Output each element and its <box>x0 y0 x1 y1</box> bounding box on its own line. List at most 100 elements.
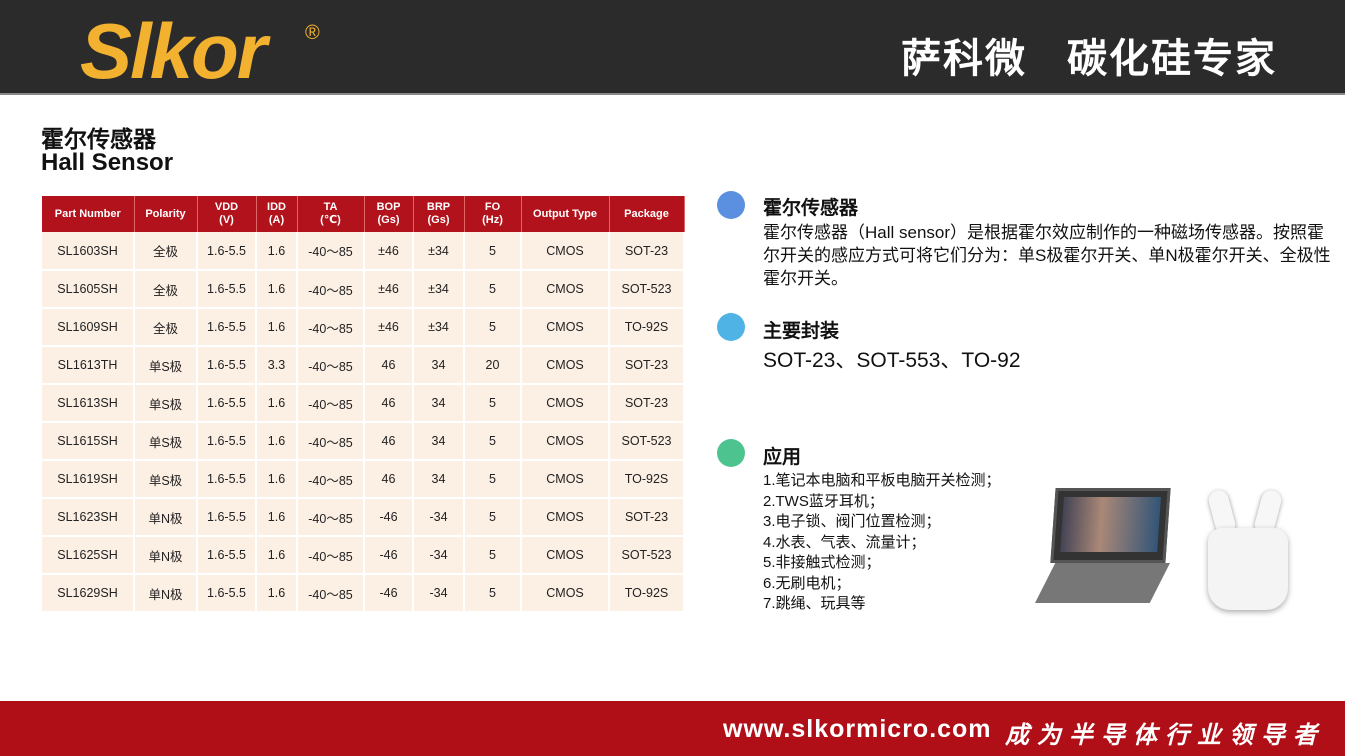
brand-name: 萨科微 <box>901 36 1027 82</box>
table-cell: 5 <box>464 498 522 537</box>
table-cell: -46 <box>364 536 414 575</box>
table-cell: SL1625SH <box>42 536 135 575</box>
slkor-logo: Slkor <box>80 7 267 95</box>
application-item: 4.水表、气表、流量计； <box>763 533 926 551</box>
application-item: 6.无刷电机； <box>763 574 851 592</box>
table-cell: -46 <box>364 574 414 613</box>
table-cell: -40～85 <box>297 384 365 423</box>
table-cell: 34 <box>413 346 465 385</box>
header-label: Output Type <box>533 207 597 220</box>
table-cell: CMOS <box>521 346 610 385</box>
header-label: VDD <box>214 201 239 213</box>
header-unit: (Hz) <box>482 214 503 226</box>
table-cell: ±46 <box>364 308 414 347</box>
table-cell: 34 <box>413 384 465 423</box>
table-cell: ±34 <box>413 270 465 309</box>
table-cell: 单N极 <box>134 498 198 537</box>
table-cell: 1.6-5.5 <box>197 498 257 537</box>
table-cell: 1.6 <box>256 308 298 347</box>
header-label: FO <box>484 201 501 213</box>
table-cell: SL1629SH <box>42 574 135 613</box>
section-bullet-icon <box>717 191 745 219</box>
table-cell: SL1613TH <box>42 346 135 385</box>
table-cell: SOT-23 <box>609 498 685 537</box>
table-cell: 1.6-5.5 <box>197 232 257 271</box>
table-cell: -40～85 <box>297 536 365 575</box>
table-row: SL1613TH 单S极 1.6-5.5 3.3 -40～85 46 34 20 CMOS SOT… <box>42 346 685 385</box>
table-cell: 5 <box>464 536 522 575</box>
table-cell: -34 <box>413 536 465 575</box>
header-unit: (V) <box>219 214 234 226</box>
table-cell: 5 <box>464 308 522 347</box>
table-cell: 1.6 <box>256 498 298 537</box>
table-row: SL1615SH 单S极 1.6-5.5 1.6 -40～85 46 34 5 CMOS SOT-… <box>42 422 685 461</box>
application-item: 3.电子锁、阀门位置检测； <box>763 513 941 530</box>
table-cell: TO-92S <box>609 308 685 347</box>
table-row: SL1629SH 单N极 1.6-5.5 1.6 -40～85 -46 -34 5 CMOS TO… <box>42 574 685 613</box>
table-cell: 34 <box>413 422 465 461</box>
table-cell: 1.6 <box>256 232 298 271</box>
package-list: SOT-23、SOT-553、TO-92 <box>763 349 1021 372</box>
table-cell: 1.6 <box>256 270 298 309</box>
hall-description: 霍尔传感器（Hall sensor）是根据霍尔效应制作的一种磁场传感器。按照霍尔… <box>763 223 1331 288</box>
table-cell: 5 <box>464 574 522 613</box>
table-cell: SL1603SH <box>42 232 135 271</box>
header-unit: (A) <box>268 214 285 226</box>
table-cell: 5 <box>464 460 522 499</box>
column-header: Polarity <box>134 196 198 232</box>
table-header: Part Number Polarity VDD (V) IDD (A) TA (℃) BOP(… <box>42 196 685 232</box>
section-title-hall: 霍尔传感器 <box>763 198 859 219</box>
table-cell: 1.6-5.5 <box>197 422 257 461</box>
table-cell: -40～85 <box>297 498 365 537</box>
column-header: Part Number <box>42 196 135 232</box>
table-cell: 1.6-5.5 <box>197 346 257 385</box>
table-cell: SL1619SH <box>42 460 135 499</box>
column-header: FO (Hz) <box>464 196 522 232</box>
table-cell: 单S极 <box>134 422 198 461</box>
footer-bar: www.slkormicro.com 成为半导体行业领导者 <box>0 701 1345 756</box>
table-cell: 全极 <box>134 270 198 309</box>
header-unit: (Gs) <box>377 214 400 226</box>
table-cell: CMOS <box>521 498 610 537</box>
table-cell: -40～85 <box>297 574 365 613</box>
table-cell: 46 <box>364 460 414 499</box>
table-cell: -40～85 <box>297 346 365 385</box>
column-header: BOP (Gs) <box>364 196 414 232</box>
column-header: BRP (Gs) <box>413 196 465 232</box>
table-cell: TO-92S <box>609 460 685 499</box>
application-item: 7.跳绳、玩具等 <box>763 595 866 612</box>
table-cell: 1.6 <box>256 460 298 499</box>
table-row: SL1605SH 全极 1.6-5.5 1.6 -40～85 ±46 ±34 5 CMOS SOT… <box>42 270 685 309</box>
table-cell: ±34 <box>413 232 465 271</box>
header-label: Package <box>624 207 669 220</box>
table-row: SL1613SH 单S极 1.6-5.5 1.6 -40～85 46 34 5 CMOS SOT-… <box>42 384 685 423</box>
header-label: BRP <box>426 201 451 213</box>
table-cell: 1.6 <box>256 384 298 423</box>
earbud-case-image <box>1208 528 1288 610</box>
table-cell: 单S极 <box>134 384 198 423</box>
table-cell: 全极 <box>134 308 198 347</box>
table-cell: SOT-523 <box>609 422 685 461</box>
table-cell: CMOS <box>521 422 610 461</box>
table-cell: -40～85 <box>297 460 365 499</box>
header-label: IDD <box>267 201 286 213</box>
column-header: Output Type <box>521 196 610 232</box>
table-cell: SL1605SH <box>42 270 135 309</box>
table-cell: 单S极 <box>134 460 198 499</box>
table-cell: SOT-23 <box>609 346 685 385</box>
website-link[interactable]: www.slkormicro.com <box>723 715 992 743</box>
table-cell: CMOS <box>521 536 610 575</box>
table-cell: CMOS <box>521 460 610 499</box>
column-header: VDD (V) <box>197 196 257 232</box>
table-cell: SOT-23 <box>609 384 685 423</box>
tagline: 碳化硅专家 <box>1067 36 1277 82</box>
table-cell: -34 <box>413 574 465 613</box>
table-cell: 1.6-5.5 <box>197 308 257 347</box>
table-row: SL1609SH 全极 1.6-5.5 1.6 -40～85 ±46 ±34 5 CMOS TO-… <box>42 308 685 347</box>
table-cell: 34 <box>413 460 465 499</box>
table-cell: SOT-523 <box>609 536 685 575</box>
table-cell: 46 <box>364 422 414 461</box>
table-cell: SOT-23 <box>609 232 685 271</box>
table-cell: ±34 <box>413 308 465 347</box>
table-cell: ±46 <box>364 270 414 309</box>
